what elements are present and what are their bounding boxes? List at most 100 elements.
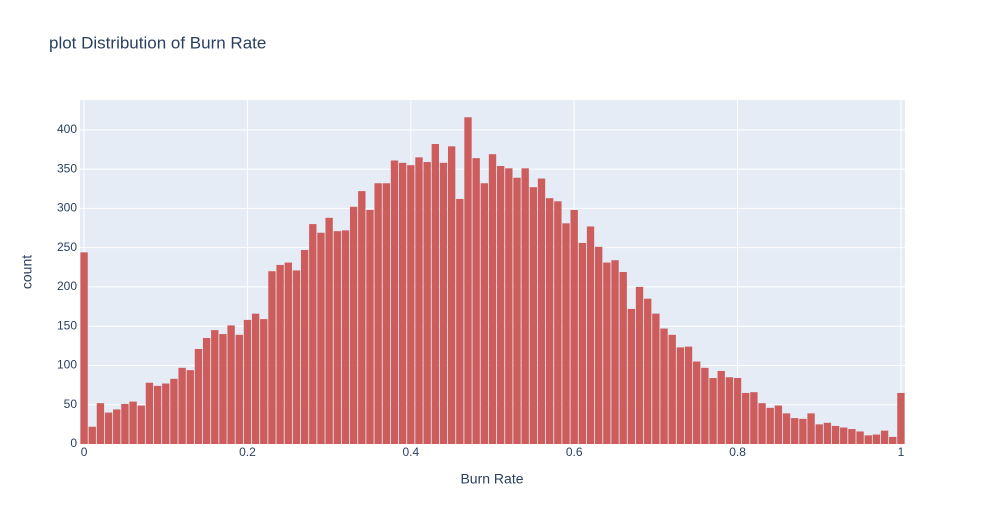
bar: [799, 418, 807, 444]
bar: [742, 392, 750, 444]
bar: [211, 330, 219, 444]
bar: [284, 262, 292, 444]
bar: [423, 162, 431, 445]
bar: [750, 392, 758, 444]
bar: [693, 361, 701, 444]
bar: [251, 313, 260, 444]
bar: [513, 177, 521, 444]
bar: [113, 409, 121, 444]
bar: [586, 226, 595, 444]
bar: [570, 209, 578, 444]
bar: [537, 178, 546, 444]
bar: [80, 252, 88, 444]
y-tick-label: 350: [57, 161, 77, 175]
bar: [153, 385, 162, 444]
bar: [521, 168, 529, 444]
bar: [145, 382, 154, 444]
bar: [88, 426, 96, 444]
bar: [807, 413, 815, 444]
bar: [292, 270, 301, 444]
bar: [456, 198, 464, 444]
chart-title: plot Distribution of Burn Rate: [49, 33, 266, 52]
bar: [137, 405, 145, 444]
bar: [358, 191, 366, 444]
bar: [194, 348, 203, 444]
y-tick-label: 100: [57, 358, 77, 372]
bar: [398, 162, 407, 444]
bar: [219, 334, 227, 444]
y-tick-label: 300: [57, 201, 77, 215]
bar: [840, 427, 848, 444]
bar: [488, 154, 497, 445]
bar: [701, 367, 709, 444]
bar: [791, 418, 799, 444]
bar: [782, 413, 791, 444]
x-tick-label: 0.6: [566, 445, 583, 459]
bar: [554, 201, 562, 444]
bar: [464, 117, 472, 445]
bar: [880, 430, 889, 444]
bar: [864, 435, 872, 444]
bar: [186, 370, 194, 444]
bar: [603, 262, 611, 444]
bar: [325, 217, 333, 444]
x-axis-title: Burn Rate: [460, 471, 523, 487]
bar: [431, 143, 439, 444]
bar: [202, 337, 211, 444]
bar: [676, 347, 685, 444]
bar: [309, 224, 317, 444]
bar: [709, 378, 717, 444]
bar: [333, 231, 341, 444]
bar: [823, 422, 832, 444]
bar: [897, 392, 905, 444]
bar: [472, 158, 480, 445]
bar: [578, 242, 587, 444]
bar: [121, 403, 129, 444]
y-tick-label: 250: [57, 240, 77, 254]
bar: [831, 425, 840, 444]
bar: [341, 230, 350, 444]
bar: [276, 264, 284, 444]
bar: [889, 436, 897, 444]
bar: [652, 313, 660, 444]
bar: [815, 424, 823, 444]
bar: [660, 328, 668, 444]
bar: [415, 157, 423, 445]
bar: [260, 319, 268, 444]
bar: [104, 412, 113, 444]
bar: [227, 325, 235, 444]
bar: [619, 272, 627, 444]
bar: [439, 162, 448, 444]
bar: [349, 206, 358, 444]
bar: [627, 308, 636, 444]
y-tick-label: 400: [57, 122, 77, 136]
x-tick-label: 0.2: [239, 445, 256, 459]
bar: [758, 403, 766, 444]
bar: [562, 223, 570, 444]
bar: [162, 383, 170, 444]
bar: [243, 319, 252, 444]
bar: [480, 183, 489, 444]
bar: [611, 260, 619, 444]
bar: [644, 298, 652, 444]
bar: [505, 168, 513, 444]
bar: [595, 246, 603, 444]
bar: [856, 431, 864, 444]
bar: [725, 377, 734, 444]
bar: [96, 403, 105, 444]
y-tick-label: 150: [57, 318, 77, 332]
bar: [684, 346, 693, 444]
x-tick-label: 0: [81, 445, 88, 459]
bar: [733, 378, 742, 444]
x-tick-label: 0.8: [729, 445, 746, 459]
bar: [872, 434, 881, 444]
bar: [268, 271, 276, 444]
bar: [635, 286, 644, 444]
bar: [766, 407, 774, 444]
y-axis-title: count: [19, 255, 35, 289]
y-tick-label: 0: [70, 436, 77, 450]
y-tick-label: 200: [57, 279, 77, 293]
bar: [170, 378, 178, 444]
bar: [774, 405, 783, 444]
